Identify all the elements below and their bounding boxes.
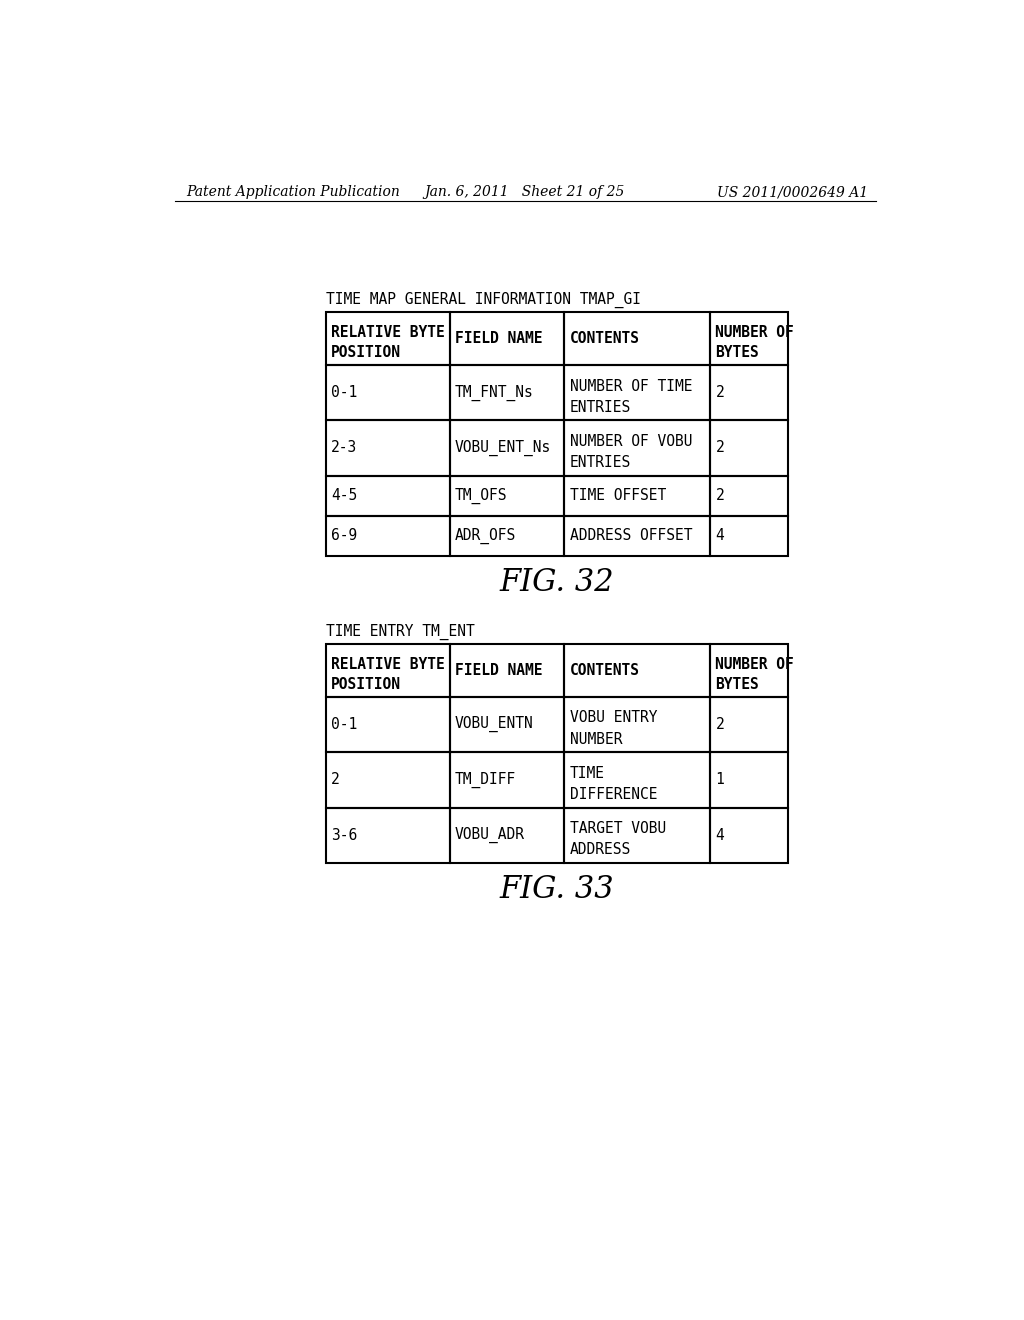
Text: DIFFERENCE: DIFFERENCE xyxy=(569,787,657,803)
Bar xyxy=(564,808,710,863)
Text: VOBU_ENTN: VOBU_ENTN xyxy=(455,717,534,733)
Bar xyxy=(326,697,450,752)
Bar xyxy=(564,420,710,475)
Text: NUMBER OF: NUMBER OF xyxy=(716,326,795,341)
Text: 2: 2 xyxy=(331,772,340,787)
Bar xyxy=(710,516,787,556)
Text: TIME: TIME xyxy=(569,766,605,781)
Bar xyxy=(326,808,450,863)
Text: TM_OFS: TM_OFS xyxy=(455,487,508,504)
Text: ADDRESS OFFSET: ADDRESS OFFSET xyxy=(569,528,692,544)
Bar xyxy=(450,644,564,697)
Text: 4: 4 xyxy=(716,828,724,842)
Text: TARGET VOBU: TARGET VOBU xyxy=(569,821,666,837)
Text: ADDRESS: ADDRESS xyxy=(569,842,631,858)
Bar xyxy=(564,697,710,752)
Text: TIME MAP GENERAL INFORMATION TMAP_GI: TIME MAP GENERAL INFORMATION TMAP_GI xyxy=(326,292,641,308)
Bar xyxy=(564,644,710,697)
Bar xyxy=(450,475,564,516)
Text: VOBU ENTRY: VOBU ENTRY xyxy=(569,710,657,726)
Text: US 2011/0002649 A1: US 2011/0002649 A1 xyxy=(717,185,868,199)
Bar xyxy=(564,364,710,420)
Text: VOBU_ENT_Ns: VOBU_ENT_Ns xyxy=(455,440,551,455)
Bar xyxy=(564,475,710,516)
Bar xyxy=(326,313,450,364)
Bar xyxy=(710,313,787,364)
Bar xyxy=(710,475,787,516)
Text: NUMBER OF: NUMBER OF xyxy=(716,657,795,672)
Bar xyxy=(450,364,564,420)
Text: 3-6: 3-6 xyxy=(331,828,357,842)
Text: 0-1: 0-1 xyxy=(331,385,357,400)
Text: FIELD NAME: FIELD NAME xyxy=(455,663,543,678)
Text: BYTES: BYTES xyxy=(716,346,759,360)
Bar xyxy=(326,364,450,420)
Text: Jan. 6, 2011   Sheet 21 of 25: Jan. 6, 2011 Sheet 21 of 25 xyxy=(425,185,625,199)
Text: POSITION: POSITION xyxy=(331,677,401,692)
Bar xyxy=(450,516,564,556)
Text: 2-3: 2-3 xyxy=(331,441,357,455)
Bar xyxy=(450,808,564,863)
Text: FIG. 33: FIG. 33 xyxy=(500,875,613,906)
Text: 1: 1 xyxy=(716,772,724,787)
Text: TM_FNT_Ns: TM_FNT_Ns xyxy=(455,384,534,400)
Text: TIME ENTRY TM_ENT: TIME ENTRY TM_ENT xyxy=(326,623,474,640)
Text: CONTENTS: CONTENTS xyxy=(569,331,640,346)
Text: 6-9: 6-9 xyxy=(331,528,357,544)
Text: 2: 2 xyxy=(716,717,724,731)
Bar xyxy=(710,644,787,697)
Bar xyxy=(450,313,564,364)
Text: NUMBER: NUMBER xyxy=(569,731,623,747)
Bar xyxy=(710,364,787,420)
Bar xyxy=(710,697,787,752)
Text: 2: 2 xyxy=(716,441,724,455)
Bar xyxy=(450,752,564,808)
Bar xyxy=(710,420,787,475)
Text: 2: 2 xyxy=(716,385,724,400)
Text: NUMBER OF TIME: NUMBER OF TIME xyxy=(569,379,692,393)
Text: TIME OFFSET: TIME OFFSET xyxy=(569,488,666,503)
Bar xyxy=(450,697,564,752)
Text: FIELD NAME: FIELD NAME xyxy=(455,331,543,346)
Text: 4: 4 xyxy=(716,528,724,544)
Text: ENTRIES: ENTRIES xyxy=(569,455,631,470)
Bar xyxy=(564,313,710,364)
Bar xyxy=(564,516,710,556)
Bar xyxy=(564,752,710,808)
Text: NUMBER OF VOBU: NUMBER OF VOBU xyxy=(569,434,692,449)
Bar xyxy=(450,420,564,475)
Bar xyxy=(710,752,787,808)
Text: CONTENTS: CONTENTS xyxy=(569,663,640,678)
Text: 2: 2 xyxy=(716,488,724,503)
Text: 4-5: 4-5 xyxy=(331,488,357,503)
Text: POSITION: POSITION xyxy=(331,346,401,360)
Text: TM_DIFF: TM_DIFF xyxy=(455,772,516,788)
Bar xyxy=(326,752,450,808)
Text: ENTRIES: ENTRIES xyxy=(569,400,631,414)
Text: RELATIVE BYTE: RELATIVE BYTE xyxy=(331,326,444,341)
Bar xyxy=(710,808,787,863)
Text: 0-1: 0-1 xyxy=(331,717,357,731)
Text: FIG. 32: FIG. 32 xyxy=(500,568,613,598)
Text: RELATIVE BYTE: RELATIVE BYTE xyxy=(331,657,444,672)
Text: BYTES: BYTES xyxy=(716,677,759,692)
Text: VOBU_ADR: VOBU_ADR xyxy=(455,828,525,843)
Bar xyxy=(326,420,450,475)
Text: Patent Application Publication: Patent Application Publication xyxy=(186,185,400,199)
Bar xyxy=(326,475,450,516)
Bar xyxy=(326,644,450,697)
Bar xyxy=(326,516,450,556)
Text: ADR_OFS: ADR_OFS xyxy=(455,528,516,544)
